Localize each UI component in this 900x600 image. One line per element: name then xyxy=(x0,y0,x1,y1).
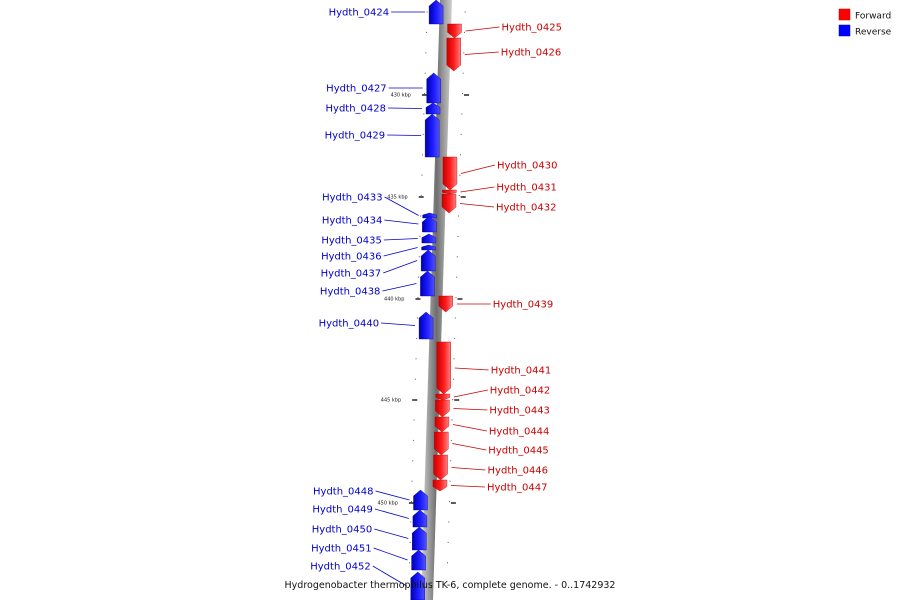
gene-arrow-hydth-0451[interactable] xyxy=(411,549,426,571)
gene-leader-line xyxy=(460,164,496,174)
gene-label-hydth-0451[interactable]: Hydth_0451 xyxy=(311,544,372,555)
gene-leader-line xyxy=(374,508,410,519)
gene-leader-line xyxy=(382,283,417,292)
scale-tick-label: 440 kbp xyxy=(384,297,404,303)
gene-leader-line xyxy=(465,26,500,32)
gene-leader-line xyxy=(372,565,407,587)
gene-label-hydth-0449[interactable]: Hydth_0449 xyxy=(312,505,373,516)
gene-leader-line xyxy=(375,490,410,501)
gene-leader-line xyxy=(459,203,495,208)
gene-label-hydth-0437[interactable]: Hydth_0437 xyxy=(321,269,382,280)
scale-tick-label: 430 kbp xyxy=(391,93,411,99)
genome-backbone xyxy=(421,0,452,600)
gene-leader-line xyxy=(454,367,489,371)
gene-arrow-hydth-0436[interactable] xyxy=(421,244,436,251)
gene-label-hydth-0435[interactable]: Hydth_0435 xyxy=(321,236,382,247)
gene-label-hydth-0430[interactable]: Hydth_0430 xyxy=(497,161,558,172)
gene-arrow-hydth-0446[interactable] xyxy=(433,454,448,481)
gene-arrow-hydth-0425[interactable] xyxy=(447,23,462,39)
gene-leader-line xyxy=(373,547,408,561)
gene-leader-line xyxy=(384,196,419,216)
legend: Forward Reverse xyxy=(838,8,892,38)
gene-label-hydth-0426[interactable]: Hydth_0426 xyxy=(501,48,561,59)
scale-tick-label: 450 kbp xyxy=(378,501,398,507)
gene-label-hydth-0444[interactable]: Hydth_0444 xyxy=(489,427,550,438)
gene-leader-line xyxy=(381,322,416,326)
gene-label-hydth-0440[interactable]: Hydth_0440 xyxy=(319,319,380,330)
gene-arrow-hydth-0450[interactable] xyxy=(412,526,427,551)
gene-arrow-hydth-0431[interactable] xyxy=(442,189,457,195)
scale-ticks: 430 kbp 435 kbp 440 kbp 445 kbp 450 kbp xyxy=(378,11,469,564)
gene-arrow-hydth-0439[interactable] xyxy=(438,295,453,313)
gene-leader-line xyxy=(387,134,422,136)
gene-label-hydth-0429[interactable]: Hydth_0429 xyxy=(325,131,386,142)
gene-label-hydth-0439[interactable]: Hydth_0439 xyxy=(493,300,553,311)
gene-label-hydth-0445[interactable]: Hydth_0445 xyxy=(488,446,548,457)
gene-label-hydth-0427[interactable]: Hydth_0427 xyxy=(326,84,387,95)
gene-arrow-hydth-0441[interactable] xyxy=(436,341,451,395)
gene-leader-line xyxy=(374,528,409,539)
gene-arrow-hydth-0428[interactable] xyxy=(425,102,441,115)
gene-label-hydth-0436[interactable]: Hydth_0436 xyxy=(321,252,382,263)
gene-arrow-hydth-0432[interactable] xyxy=(441,193,457,214)
gene-arrow-hydth-0427[interactable] xyxy=(426,72,441,104)
gene-label-hydth-0446[interactable]: Hydth_0446 xyxy=(488,466,549,477)
gene-label-hydth-0431[interactable]: Hydth_0431 xyxy=(496,183,556,194)
gene-label-hydth-0442[interactable]: Hydth_0442 xyxy=(490,386,551,397)
gene-leader-line xyxy=(383,238,418,241)
gene-leader-line xyxy=(388,107,423,109)
gene-label-hydth-0425[interactable]: Hydth_0425 xyxy=(502,23,563,34)
legend-swatch-reverse xyxy=(838,24,851,37)
gene-label-hydth-0424[interactable]: Hydth_0424 xyxy=(329,8,390,19)
legend-label-reverse: Reverse xyxy=(855,28,892,38)
legend-swatch-forward xyxy=(838,8,851,21)
gene-label-hydth-0448[interactable]: Hydth_0448 xyxy=(313,487,374,498)
gene-arrow-hydth-0437[interactable] xyxy=(420,249,436,272)
gene-leader-line xyxy=(383,247,418,257)
gene-label-hydth-0434[interactable]: Hydth_0434 xyxy=(322,216,383,227)
gene-leader-line xyxy=(383,260,418,274)
gene-arrow-hydth-0447[interactable] xyxy=(432,479,448,492)
gene-arrow-hydth-0452[interactable] xyxy=(410,571,425,600)
gene-leader-line xyxy=(384,219,419,225)
gene-label-hydth-0450[interactable]: Hydth_0450 xyxy=(312,525,373,536)
gene-leader-line xyxy=(453,408,488,411)
gene-arrow-hydth-0434[interactable] xyxy=(422,215,437,233)
gene-leader-line xyxy=(451,467,486,471)
gene-arrow-hydth-0449[interactable] xyxy=(412,509,428,528)
gene-arrow-hydth-0440[interactable] xyxy=(418,311,434,340)
gene-arrow-hydth-0426[interactable] xyxy=(446,37,461,72)
gene-arrow-hydth-0448[interactable] xyxy=(413,489,428,511)
gene-leader-line xyxy=(464,51,499,55)
gene-arrow-hydth-0444[interactable] xyxy=(434,416,450,433)
gene-label-hydth-0433[interactable]: Hydth_0433 xyxy=(322,193,383,204)
scale-tick-label: 435 kbp xyxy=(387,195,407,201)
gene-arrow-hydth-0429[interactable] xyxy=(424,113,440,158)
gene-features: Hydth_0424 Hydth_0425 Hydth_0426 Hydth_0427… xyxy=(310,0,562,600)
gene-leader-line xyxy=(452,424,487,432)
gene-arrow-hydth-0438[interactable] xyxy=(420,270,435,297)
gene-label-hydth-0428[interactable]: Hydth_0428 xyxy=(326,104,387,115)
gene-arrow-hydth-0445[interactable] xyxy=(434,431,449,456)
genome-caption: Hydrogenobacter thermophilus TK-6, compl… xyxy=(285,580,616,591)
gene-label-hydth-0432[interactable]: Hydth_0432 xyxy=(496,203,557,214)
gene-label-hydth-0452[interactable]: Hydth_0452 xyxy=(310,562,371,573)
gene-label-hydth-0438[interactable]: Hydth_0438 xyxy=(320,287,381,298)
gene-arrow-hydth-0435[interactable] xyxy=(421,233,437,244)
gene-leader-line xyxy=(453,389,488,398)
scale-tick-label: 445 kbp xyxy=(381,398,401,404)
gene-label-hydth-0443[interactable]: Hydth_0443 xyxy=(489,406,549,417)
gene-leader-line xyxy=(452,443,487,451)
legend-label-forward: Forward xyxy=(855,12,891,22)
gene-arrow-hydth-0443[interactable] xyxy=(435,399,450,418)
gene-arrow-hydth-0430[interactable] xyxy=(442,156,458,191)
gene-label-hydth-0447[interactable]: Hydth_0447 xyxy=(487,483,548,494)
gene-label-hydth-0441[interactable]: Hydth_0441 xyxy=(491,366,552,377)
gene-leader-line xyxy=(450,485,485,488)
gene-leader-line xyxy=(460,186,495,193)
gene-arrow-hydth-0442[interactable] xyxy=(435,393,450,401)
gene-arrow-hydth-0424[interactable] xyxy=(428,0,444,25)
